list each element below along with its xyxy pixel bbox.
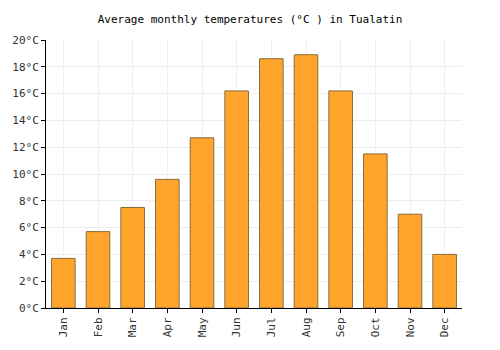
svg-text:10°C: 10°C [12, 168, 39, 181]
svg-text:16°C: 16°C [12, 87, 39, 100]
svg-text:Dec: Dec [438, 317, 451, 337]
svg-text:6°C: 6°C [19, 221, 39, 234]
svg-text:Average monthly temperatures (: Average monthly temperatures (°C ) in Tu… [98, 13, 403, 26]
svg-text:Jul: Jul [265, 317, 278, 337]
svg-text:2°C: 2°C [19, 275, 39, 288]
svg-text:12°C: 12°C [12, 141, 39, 154]
svg-text:4°C: 4°C [19, 248, 39, 261]
svg-text:20°C: 20°C [12, 34, 39, 47]
svg-text:Feb: Feb [92, 317, 105, 337]
svg-text:Jun: Jun [230, 317, 243, 337]
svg-text:Nov: Nov [404, 317, 417, 337]
svg-text:Sep: Sep [334, 317, 347, 337]
svg-text:0°C: 0°C [19, 302, 39, 315]
svg-text:May: May [196, 317, 209, 337]
svg-text:14°C: 14°C [12, 114, 39, 127]
svg-text:Oct: Oct [369, 317, 382, 337]
svg-text:Apr: Apr [161, 317, 174, 337]
svg-text:18°C: 18°C [12, 61, 39, 74]
svg-text:8°C: 8°C [19, 195, 39, 208]
svg-text:Jan: Jan [57, 317, 70, 337]
svg-text:Mar: Mar [126, 317, 139, 337]
svg-text:Aug: Aug [300, 317, 313, 337]
